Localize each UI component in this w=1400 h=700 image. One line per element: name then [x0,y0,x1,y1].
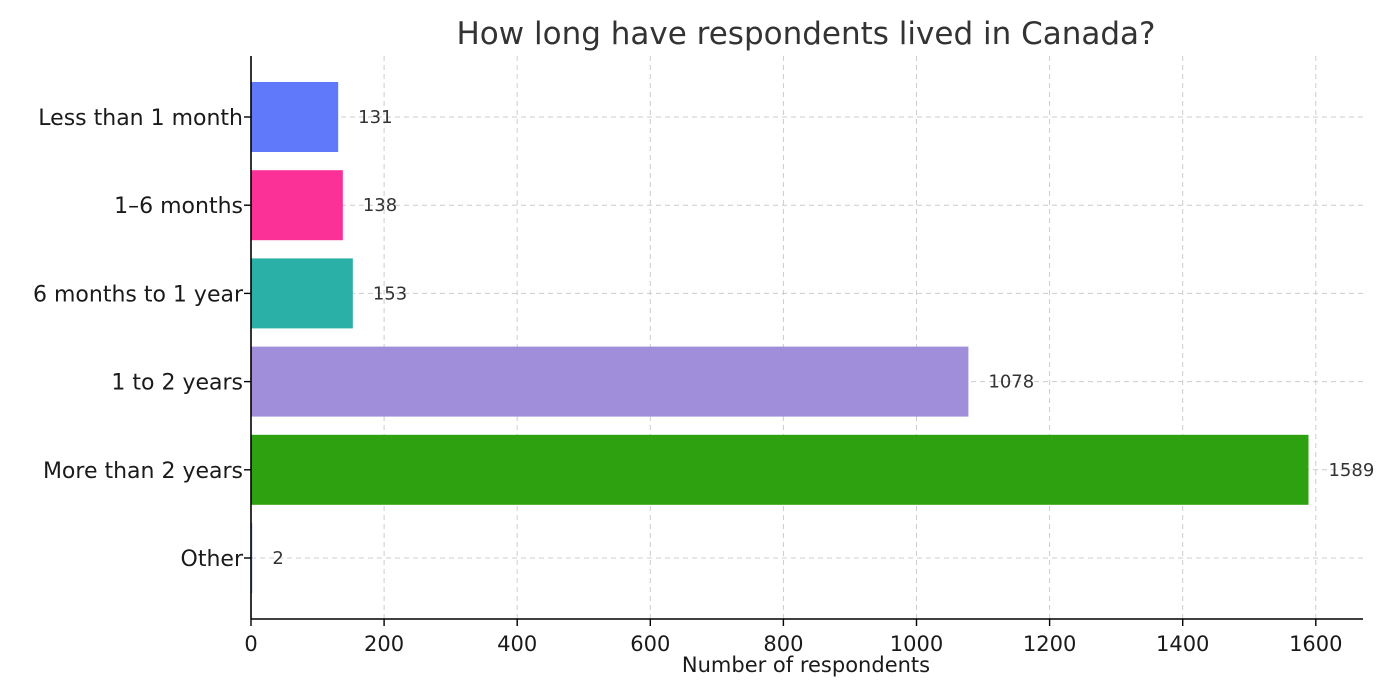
x-tick-label: 1000 [890,632,943,656]
x-tick-label: 200 [364,632,404,656]
gridlines [251,56,1363,619]
x-tick-label: 400 [497,632,537,656]
x-tick-label: 600 [630,632,670,656]
category-label: More than 2 years [43,459,243,484]
category-label: 1 to 2 years [111,371,243,396]
bar [251,346,969,417]
x-axis-label: Number of respondents [682,653,930,677]
x-tick-label: 1600 [1289,632,1342,656]
category-label: Other [181,547,244,572]
data-labels: 131 138 153 1078 1589 2 [272,107,1374,569]
category-label: Less than 1 month [38,106,243,131]
bar [251,82,339,152]
x-tick-label: 1200 [1023,632,1076,656]
bar-value-label: 138 [363,195,397,216]
x-tick-label: 0 [244,632,257,656]
category-label: 1–6 months [114,194,243,219]
bar-value-label: 2 [272,548,283,569]
bar [251,258,353,329]
category-labels: Less than 1 month 1–6 months 6 months to 1… [33,106,244,572]
bar-value-label: 1589 [1328,460,1374,481]
bar-value-label: 131 [358,107,392,128]
bar-value-label: 153 [373,283,407,304]
bars [251,82,1309,593]
bar [251,434,1309,505]
category-label: 6 months to 1 year [33,282,244,307]
x-ticks: 0 200 400 600 800 1000 1200 1400 1600 [244,116,1343,656]
x-tick-label: 1400 [1156,632,1209,656]
bar [251,170,343,241]
x-tick-label: 800 [763,632,803,656]
chart-title: How long have respondents lived in Canad… [457,16,1156,52]
bar-value-label: 1078 [988,372,1034,393]
